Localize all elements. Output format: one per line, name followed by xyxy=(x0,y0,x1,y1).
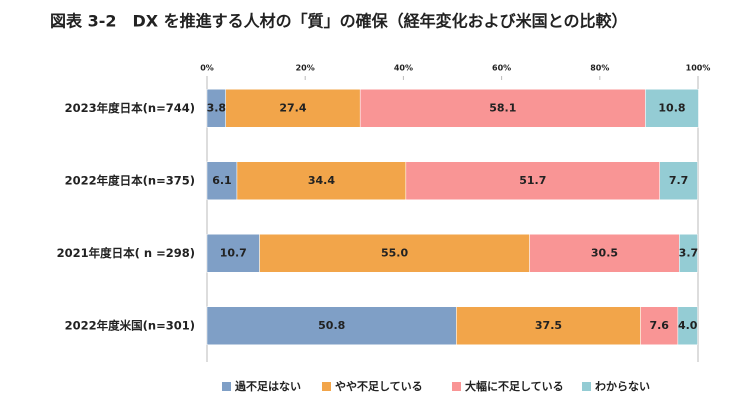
legend-swatch xyxy=(452,382,461,391)
bar-segment xyxy=(456,306,641,345)
value-label: 37.5 xyxy=(535,319,562,332)
legend-label: やや不足している xyxy=(335,380,423,393)
legend-swatch xyxy=(582,382,591,391)
value-label: 3.7 xyxy=(679,246,699,259)
x-tick-label: 20% xyxy=(296,64,315,73)
x-tick-label: 0% xyxy=(200,64,214,73)
value-label: 30.5 xyxy=(591,246,618,259)
y-tick-label: 2021年度日本( n =298) xyxy=(57,246,195,260)
bar-segment xyxy=(206,306,457,345)
bar-segment xyxy=(259,234,530,273)
chart-title: 図表 3-2 DX を推進する人材の「質」の確保（経年変化および米国との比較） xyxy=(50,12,628,31)
legend-label: 過不足はない xyxy=(234,379,301,393)
value-label: 27.4 xyxy=(279,101,306,114)
y-tick-label: 2023年度日本(n=744) xyxy=(65,101,195,115)
value-label: 55.0 xyxy=(381,246,408,259)
value-label: 7.6 xyxy=(649,319,669,332)
bar-segment xyxy=(677,306,698,345)
bar-segment xyxy=(645,89,699,128)
value-label: 51.7 xyxy=(519,174,546,187)
bar-segment xyxy=(359,89,646,128)
bar-segment xyxy=(206,161,238,200)
value-label: 58.1 xyxy=(489,101,516,114)
x-tick-label: 40% xyxy=(394,64,413,73)
legend-swatch xyxy=(322,382,331,391)
x-tick-label: 100% xyxy=(686,64,711,73)
bar-segment xyxy=(679,234,698,273)
y-tick-label: 2022年度米国(n=301) xyxy=(65,318,195,332)
bar-segment xyxy=(236,161,407,200)
value-label: 3.8 xyxy=(207,101,227,114)
value-label: 6.1 xyxy=(212,174,232,187)
value-label: 7.7 xyxy=(669,174,689,187)
value-label: 34.4 xyxy=(308,174,335,187)
legend-label: わからない xyxy=(595,380,650,393)
bar-segment xyxy=(225,89,361,128)
bar-segment xyxy=(529,234,680,273)
legend-swatch xyxy=(222,382,231,391)
value-label: 50.8 xyxy=(318,319,345,332)
bar-segment xyxy=(405,161,660,200)
bar-segment xyxy=(640,306,679,345)
x-tick-label: 60% xyxy=(492,64,511,73)
bar-segment xyxy=(659,161,698,200)
value-label: 4.0 xyxy=(678,319,698,332)
x-tick-label: 80% xyxy=(590,64,609,73)
y-tick-label: 2022年度日本(n=375) xyxy=(65,173,195,187)
legend-label: 大幅に不足している xyxy=(465,379,564,393)
value-label: 10.7 xyxy=(220,246,247,259)
value-label: 10.8 xyxy=(658,101,685,114)
